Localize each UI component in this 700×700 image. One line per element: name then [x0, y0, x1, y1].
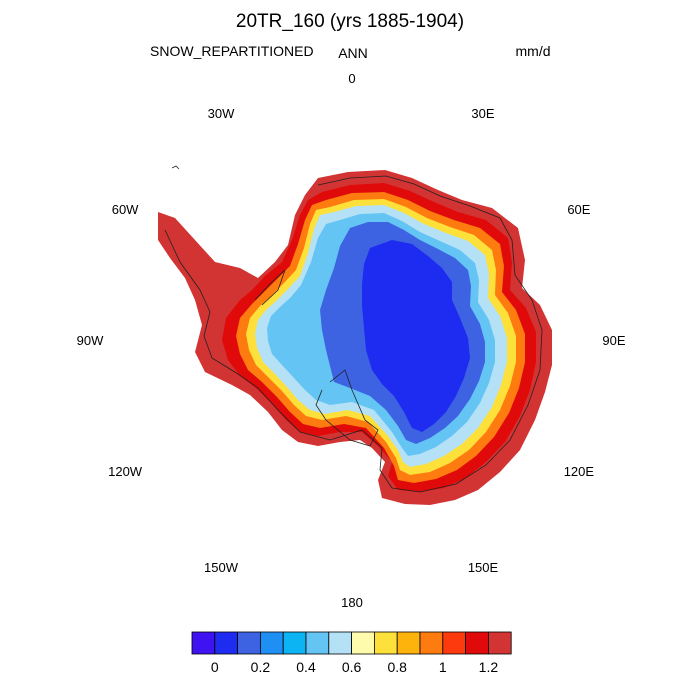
coastline-outlines	[164, 165, 543, 493]
heatmap-cell-region	[362, 240, 470, 432]
colorbar-boxes	[191, 631, 512, 655]
antarctica-snow-field	[158, 165, 552, 505]
colorbar-box	[305, 631, 330, 655]
variable-name: SNOW_REPARTITIONED	[150, 43, 314, 59]
colorbar-tick-label: 0.2	[251, 659, 271, 675]
colorbar: 0 0.2 0.4 0.6 0.8 1 1.2	[191, 631, 512, 675]
colorbar-tick-label: 0.6	[342, 659, 362, 675]
colorbar-box	[465, 631, 489, 655]
coastline-west	[164, 229, 393, 489]
colorbar-box	[214, 631, 239, 655]
longitude-labels: 0 30E 60E 90E 120E 150E 180 150W 120W 90W 60W 30W	[77, 71, 626, 610]
colorbar-box	[442, 631, 466, 655]
colorbar-box	[487, 631, 512, 655]
colorbar-box	[191, 631, 216, 655]
longitude-label: 30E	[471, 106, 494, 121]
longitude-label: 90W	[77, 333, 104, 348]
longitude-label: 0	[348, 71, 355, 86]
colorbar-box	[259, 631, 284, 655]
coastline-east	[317, 175, 543, 493]
colorbar-tick-label: 0.4	[296, 659, 316, 675]
colorbar-box	[419, 631, 444, 655]
longitude-label: 90E	[602, 333, 625, 348]
colorbar-box	[282, 631, 307, 655]
longitude-label: 150W	[204, 560, 239, 575]
longitude-label: 120E	[564, 464, 595, 479]
longitude-label: 180	[341, 595, 363, 610]
longitude-label: 60E	[567, 202, 590, 217]
season-label: ANN	[338, 45, 368, 61]
colorbar-box	[396, 631, 421, 655]
colorbar-tick-label: 0.8	[387, 659, 407, 675]
heatmap-zone-0-1	[362, 240, 470, 432]
colorbar-box	[237, 631, 261, 655]
ross-ice-shelf-outline	[315, 369, 379, 447]
longitude-label: 120W	[108, 464, 143, 479]
colorbar-tick-label: 1.2	[479, 659, 499, 675]
longitude-label: 30W	[208, 106, 235, 121]
longitude-label: 60W	[112, 202, 139, 217]
colorbar-tick-labels: 0 0.2 0.4 0.6 0.8 1 1.2	[211, 659, 498, 675]
colorbar-box	[328, 631, 352, 655]
ronne-ice-shelf-outline	[254, 269, 286, 306]
colorbar-tick-label: 0	[211, 659, 219, 675]
colorbar-tick-label: 1	[439, 659, 447, 675]
island-outline	[171, 165, 180, 170]
units-label: mm/d	[516, 43, 551, 59]
plot-title: 20TR_160 (yrs 1885-1904)	[236, 11, 464, 32]
longitude-label: 150E	[468, 560, 499, 575]
colorbar-box	[351, 631, 375, 655]
colorbar-box	[373, 631, 398, 655]
